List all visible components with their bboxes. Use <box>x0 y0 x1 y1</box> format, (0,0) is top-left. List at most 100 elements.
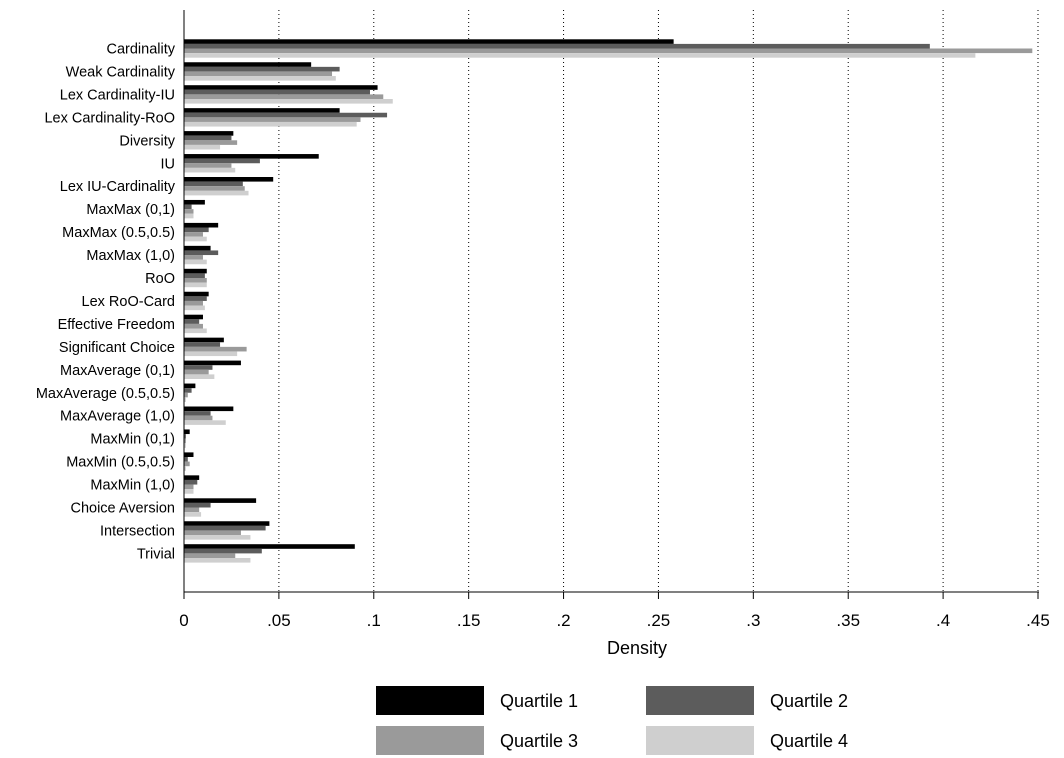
bar <box>184 85 378 90</box>
category-label: Intersection <box>100 523 175 539</box>
bar <box>184 443 186 448</box>
category-label: Lex RoO-Card <box>82 294 175 310</box>
bar <box>184 429 190 435</box>
bar <box>184 121 357 127</box>
bar <box>184 374 215 379</box>
bar <box>184 434 186 439</box>
bar <box>184 135 232 141</box>
bar <box>184 181 243 187</box>
bar <box>184 461 190 467</box>
bar <box>184 167 236 173</box>
x-tick-label: .4 <box>936 611 950 630</box>
bar <box>184 525 266 531</box>
bar <box>184 186 245 191</box>
bar <box>184 305 205 311</box>
category-label: MaxMax (0,1) <box>86 202 175 218</box>
bar <box>184 383 196 389</box>
axes <box>183 10 1039 593</box>
bar <box>184 255 203 260</box>
bar <box>184 291 209 297</box>
bar <box>184 144 221 150</box>
category-label: Lex Cardinality-IU <box>60 87 175 103</box>
legend-swatch <box>646 686 754 715</box>
legend-swatch <box>646 726 754 755</box>
legend-swatch <box>376 686 484 715</box>
bar <box>184 154 319 159</box>
bar <box>184 342 221 347</box>
x-tick-labels: 0 .05 .1 .15 .2 .25 .3 .35 .4 .45 <box>179 592 1050 630</box>
bar <box>184 314 203 320</box>
category-labels: Cardinality Weak Cardinality Lex Cardinali… <box>36 42 176 563</box>
bar <box>184 213 194 219</box>
bar <box>184 337 224 343</box>
bar <box>184 420 226 425</box>
bar <box>184 245 211 251</box>
bar <box>184 76 336 81</box>
bar <box>184 282 207 288</box>
x-tick-label: 0 <box>179 611 188 630</box>
bar <box>184 392 188 398</box>
legend-label: Quartile 1 <box>500 691 578 711</box>
bar <box>184 278 207 283</box>
bar <box>184 452 194 457</box>
bar <box>184 323 203 329</box>
bar <box>184 296 207 301</box>
bar <box>184 319 200 324</box>
bar <box>184 94 384 99</box>
x-tick-label: .35 <box>836 611 860 630</box>
category-label: MaxMin (1,0) <box>90 478 175 494</box>
bar <box>184 222 219 228</box>
bar <box>184 108 340 113</box>
category-label: RoO <box>145 271 175 287</box>
category-label: Lex IU-Cardinality <box>60 179 176 195</box>
bar <box>184 438 186 444</box>
category-label: Lex Cardinality-RoO <box>44 110 175 126</box>
bar <box>184 535 251 540</box>
legend-label: Quartile 3 <box>500 731 578 751</box>
bar <box>184 163 232 168</box>
bar <box>184 558 251 563</box>
bar <box>184 190 249 196</box>
x-axis-title: Density <box>607 638 667 658</box>
x-tick-label: .45 <box>1026 611 1050 630</box>
bar <box>184 43 930 49</box>
bars <box>184 39 1033 563</box>
bar <box>184 177 274 182</box>
bar <box>184 99 393 104</box>
legend: Quartile 1 Quartile 2 Quartile 3 Quartile 4 <box>376 686 848 755</box>
x-tick-label: .25 <box>647 611 671 630</box>
bar <box>184 209 194 214</box>
x-tick-label: .2 <box>556 611 570 630</box>
bar <box>184 360 241 366</box>
bar <box>184 507 200 513</box>
bar <box>184 415 213 421</box>
category-label: MaxAverage (0.5,0.5) <box>36 386 175 402</box>
bar <box>184 411 211 416</box>
category-label: MaxMin (0,1) <box>90 432 175 448</box>
bar <box>184 250 219 256</box>
category-label: Trivial <box>137 546 175 562</box>
legend-label: Quartile 4 <box>770 731 848 751</box>
legend-swatch <box>376 726 484 755</box>
bar <box>184 369 209 375</box>
category-label: Weak Cardinality <box>66 64 176 80</box>
bar <box>184 479 198 485</box>
category-label: Significant Choice <box>59 340 175 356</box>
bar <box>184 544 355 549</box>
x-tick-label: .15 <box>457 611 481 630</box>
bar <box>184 268 207 274</box>
bar <box>184 300 203 306</box>
category-label: MaxMin (0.5,0.5) <box>66 455 175 471</box>
bar <box>184 466 186 471</box>
bar <box>184 406 234 412</box>
bar <box>184 131 234 136</box>
bar <box>184 236 207 242</box>
bar <box>184 475 200 480</box>
x-tick-label: .3 <box>746 611 760 630</box>
bar <box>184 140 238 145</box>
category-label: Cardinality <box>107 42 176 58</box>
bar <box>184 117 361 122</box>
category-label: Effective Freedom <box>58 317 175 333</box>
category-label: Choice Aversion <box>70 501 175 517</box>
